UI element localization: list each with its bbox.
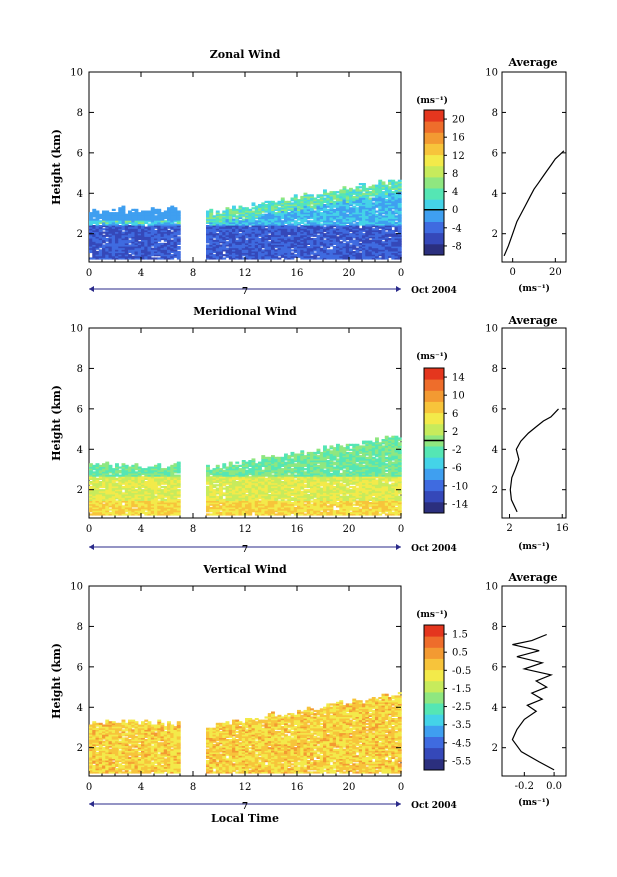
- heatmap-cell: [206, 465, 210, 467]
- zonal-average-frame: [502, 72, 566, 262]
- colorbar-tick-label: 8: [452, 169, 458, 180]
- zonal-ylabel: Height (km): [50, 129, 63, 205]
- heatmap-cell: [112, 209, 116, 211]
- colorbar-swatch: [424, 166, 444, 178]
- colorbar-tick-label: -4: [452, 223, 462, 234]
- heatmap-cell: [177, 462, 181, 464]
- colorbar-tick-label: 4: [452, 187, 458, 198]
- y-tick-label: 6: [77, 148, 83, 159]
- avg-y-tick-label: 4: [492, 189, 498, 200]
- colorbar-tick-label: -8: [452, 241, 462, 252]
- heatmap-cell: [122, 206, 126, 208]
- y-tick-label: 4: [77, 189, 83, 200]
- colorbar-swatch: [424, 132, 444, 144]
- y-tick-label: 2: [77, 229, 83, 240]
- x-tick-label: 0: [398, 268, 404, 279]
- heatmap-cell: [252, 202, 256, 204]
- avg-x-tick-label: 20: [549, 267, 562, 278]
- zonal-average-unit: (ms⁻¹): [518, 283, 550, 294]
- zonal-average-title: Average: [507, 56, 557, 69]
- heatmap-cell: [229, 462, 233, 464]
- meridional-title: Meridional Wind: [193, 305, 297, 318]
- zonal-title: Zonal Wind: [210, 48, 281, 61]
- avg-y-tick-label: 2: [492, 229, 498, 240]
- y-tick-label: 8: [77, 108, 83, 119]
- heatmap-cell: [115, 463, 119, 465]
- colorbar-swatch: [424, 177, 444, 189]
- heatmap-cell: [362, 183, 366, 185]
- colorbar-swatch: [424, 155, 444, 167]
- zonal-colorbar-unit: (ms⁻¹): [416, 95, 448, 106]
- avg-y-tick-label: 6: [492, 148, 498, 159]
- zonal-colorbar: 20 16 12 8 4 0 -4 -8: [424, 110, 465, 255]
- heatmap-cell: [209, 209, 213, 211]
- heatmap-cell: [135, 463, 139, 465]
- colorbar-swatch: [424, 188, 444, 200]
- colorbar-swatch: [424, 110, 444, 122]
- heatmap-cell: [174, 207, 178, 209]
- colorbar-tick-label: 20: [452, 115, 465, 126]
- heatmap-cell: [105, 462, 109, 464]
- colorbar-swatch: [424, 210, 444, 222]
- heatmap-cell: [177, 489, 181, 491]
- heatmap-cell: [300, 450, 304, 452]
- heatmap-cell: [382, 181, 386, 183]
- colorbar-tick-label: 16: [452, 133, 465, 144]
- average-profile-line: [504, 151, 564, 256]
- meridional-heatmap: [89, 436, 402, 516]
- colorbar-swatch: [424, 233, 444, 245]
- avg-y-tick-label: 10: [485, 68, 498, 79]
- heatmap-cell: [398, 180, 402, 182]
- x-tick-label: 20: [343, 268, 356, 279]
- heatmap-cell: [177, 236, 181, 238]
- heatmap-cell: [177, 251, 181, 253]
- heatmap-cell: [177, 475, 181, 477]
- heatmap-cell: [135, 209, 139, 211]
- heatmap-cell: [109, 465, 113, 467]
- heatmap-cell: [294, 194, 298, 196]
- y-tick-label: 10: [70, 68, 83, 79]
- heatmap-cell: [222, 463, 226, 465]
- heatmap-cell: [96, 211, 100, 213]
- avg-x-tick-label: 0: [509, 267, 515, 278]
- colorbar-tick-label: 12: [452, 151, 465, 162]
- x-tick-label: 4: [138, 268, 144, 279]
- heatmap-cell: [235, 462, 239, 464]
- zonal-average-profile: 2 4 6 8 10 0 20: [485, 68, 566, 279]
- heatmap-cell: [281, 198, 285, 200]
- heatmap-cell: [177, 246, 181, 248]
- heatmap-cell: [252, 458, 256, 460]
- heatmap-cell: [343, 186, 347, 188]
- heatmap-cell: [157, 463, 161, 465]
- x-tick-label: 16: [291, 268, 304, 279]
- heatmap-cell: [157, 209, 161, 211]
- x-tick-label: 8: [190, 268, 196, 279]
- zonal-date-label: Oct 2004: [411, 286, 457, 296]
- colorbar-swatch: [424, 222, 444, 234]
- colorbar-swatch: [424, 144, 444, 156]
- colorbar-swatch: [424, 121, 444, 133]
- heatmap-cell: [310, 194, 314, 196]
- avg-y-tick-label: 8: [492, 108, 498, 119]
- x-tick-label: 12: [239, 268, 252, 279]
- heatmap-cell: [216, 211, 220, 213]
- heatmap-cell: [323, 189, 327, 191]
- zonal-heatmap: [89, 180, 402, 260]
- heatmap-cell: [216, 465, 220, 467]
- heatmap-cell: [177, 499, 181, 501]
- colorbar-tick-label: 0: [452, 205, 458, 216]
- heatmap-cell: [177, 211, 181, 213]
- x-tick-label: 0: [86, 268, 92, 279]
- colorbar-swatch: [424, 244, 444, 256]
- zonal-day-label: 7: [242, 287, 248, 297]
- heatmap-cell: [232, 206, 236, 208]
